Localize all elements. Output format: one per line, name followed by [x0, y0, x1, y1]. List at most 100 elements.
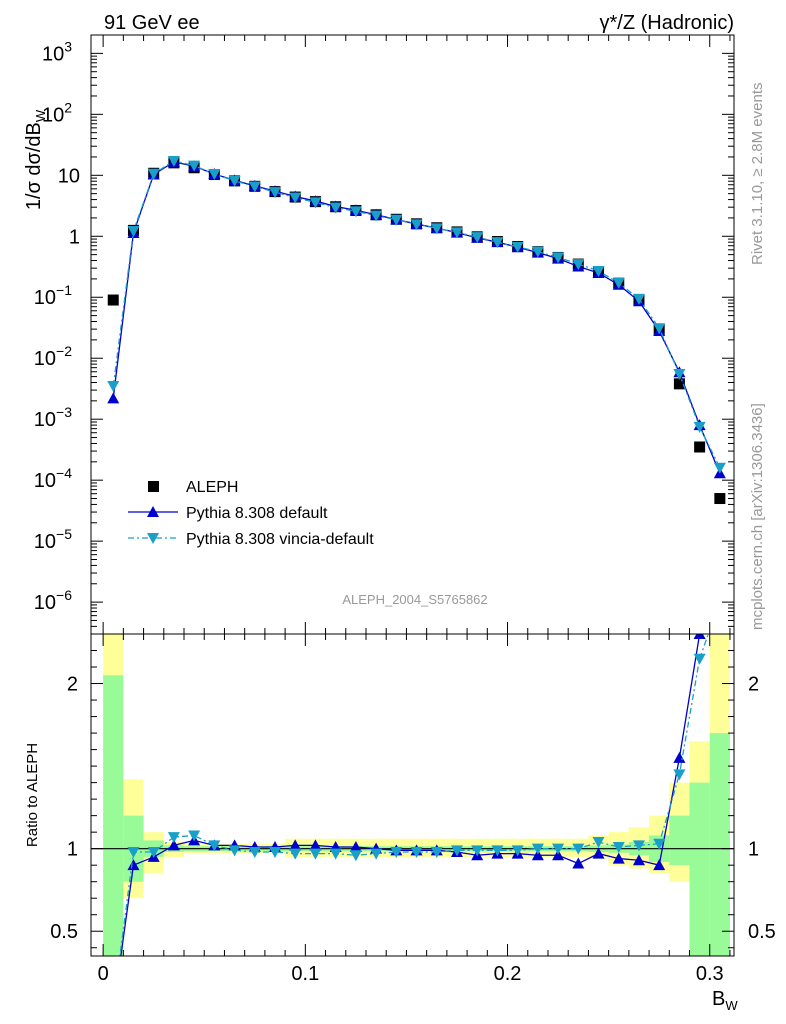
ratio-y-axis: 0.5 0.5 1 1 2 2: [50, 650, 776, 949]
ratio-point: [552, 849, 565, 861]
data-point: [572, 259, 585, 271]
data-point: [612, 277, 625, 289]
ratio-point: [673, 769, 686, 781]
ratio-point: [592, 837, 605, 849]
ratio-point: [349, 850, 362, 862]
y-tick-exponent: 2: [64, 99, 72, 115]
legend-marker-aleph: [148, 481, 159, 492]
data-point: [107, 294, 119, 306]
ratio-point: [612, 852, 625, 864]
data-point: [450, 227, 463, 239]
y-tick-label: 102: [42, 99, 72, 126]
ratio-point: [653, 859, 666, 871]
ratio-point: [329, 848, 342, 860]
ratio-y-tick-label: 2: [67, 674, 78, 696]
data-point: [228, 175, 241, 187]
data-point: [632, 293, 645, 305]
x-tick-label: 0.3: [696, 963, 724, 985]
data-point: [694, 441, 706, 453]
data-point: [390, 214, 403, 226]
series-triangle-down: [107, 155, 726, 474]
ratio-point: [309, 848, 322, 860]
y-tick-label: 10−5: [34, 526, 72, 553]
data-point: [167, 155, 180, 167]
ratio-y-tick-label: 1: [67, 839, 78, 861]
ratio-point: [612, 842, 625, 854]
y-tick-label: 10−6: [34, 587, 72, 614]
data-point: [309, 197, 322, 209]
stat-uncertainty-band: [709, 733, 730, 956]
ratio-point: [167, 839, 180, 851]
y-tick-label: 10−3: [34, 404, 72, 431]
ratio-y-tick-label-right: 0.5: [748, 921, 776, 943]
header-right: γ*/Z (Hadronic): [600, 12, 734, 34]
data-point: [248, 181, 261, 193]
data-point: [147, 168, 160, 180]
legend-label-vincia: Pythia 8.308 vincia-default: [186, 531, 374, 548]
data-point: [430, 223, 443, 235]
main-y-axis-label: 1/σ dσ/dBW: [23, 109, 48, 210]
y-tick-label: 103: [42, 38, 72, 65]
data-point: [127, 226, 140, 238]
series-line: [112, 160, 721, 469]
data-point: [491, 237, 504, 249]
y-tick-exponent: −3: [56, 404, 72, 420]
y-tick-label: 10: [58, 165, 80, 187]
data-point: [714, 493, 726, 505]
data-point: [410, 219, 423, 231]
y-tick-label: 10−4: [34, 465, 72, 492]
legend-label-pythia: Pythia 8.308 default: [186, 505, 328, 522]
y-tick-exponent: −4: [56, 465, 72, 481]
ratio-y-tick-label-right: 2: [748, 674, 759, 696]
ratio-point: [370, 848, 383, 860]
y-tick-label: 1: [69, 226, 80, 248]
ratio-point: [491, 845, 504, 857]
series-line: [112, 161, 721, 474]
ratio-point: [208, 840, 221, 852]
y-tick-label: 10−1: [34, 282, 72, 309]
ratio-y-axis-label: Ratio to ALEPH: [24, 743, 41, 847]
data-point: [269, 187, 282, 199]
series-square: [107, 157, 726, 505]
legend: ALEPH Pythia 8.308 default Pythia 8.308 …: [128, 479, 374, 548]
ratio-line: [119, 634, 709, 956]
ratio-point: [127, 846, 140, 858]
mcplots-note: mcplots.cern.ch [arXiv:1306.3436]: [749, 403, 766, 630]
ratio-point: [269, 846, 282, 858]
ratio-point: [531, 843, 544, 855]
x-tick-label: 0: [98, 963, 109, 985]
ratio-point: [289, 848, 302, 860]
ratio-y-tick-label-right: 1: [748, 839, 759, 861]
ratio-point: [410, 846, 423, 858]
stat-uncertainty-band: [103, 675, 124, 956]
analysis-id: ALEPH_2004_S5765862: [342, 592, 487, 607]
data-point: [653, 323, 666, 335]
series-triangle-up: [107, 155, 726, 479]
ratio-point: [289, 839, 302, 851]
y-tick-exponent: 3: [64, 38, 72, 54]
ratio-series-pythia: [120, 634, 706, 956]
legend-label-aleph: ALEPH: [186, 479, 238, 496]
ratio-point: [430, 846, 443, 858]
data-point: [511, 241, 524, 253]
stat-uncertainty-band: [689, 782, 710, 956]
ratio-point: [592, 847, 605, 859]
main-x-axis: [102, 35, 731, 634]
ratio-point: [511, 845, 524, 857]
rivet-note: Rivet 3.1.10, ≥ 2.8M events: [749, 83, 766, 266]
ratio-point: [167, 832, 180, 844]
ratio-point: [471, 845, 484, 857]
ratio-y-tick-label: 0.5: [50, 921, 78, 943]
uncertainty-bands: [103, 634, 730, 956]
y-tick-exponent: −6: [56, 587, 72, 603]
ratio-point: [552, 843, 565, 855]
data-point: [552, 252, 565, 264]
ratio-point: [450, 845, 463, 857]
ratio-point: [572, 857, 585, 869]
ratio-point: [693, 634, 706, 639]
stat-uncertainty-band: [669, 815, 690, 866]
x-tick-label: 0.1: [291, 963, 319, 985]
data-point: [471, 232, 484, 244]
data-point: [673, 369, 686, 381]
